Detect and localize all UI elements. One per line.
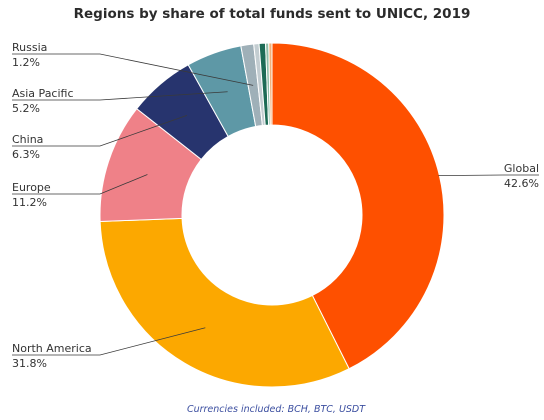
slice-global: [271, 42, 445, 370]
leader-line-russia: [12, 53, 254, 86]
value-label-asia-pacific: 5.2%: [12, 102, 40, 115]
label-asia-pacific: Asia Pacific: [12, 87, 74, 100]
value-label-russia: 1.2%: [12, 56, 40, 69]
leader-line-china: [12, 115, 188, 147]
label-russia: Russia: [12, 41, 47, 54]
label-europe: Europe: [12, 181, 51, 194]
leader-line-global: [438, 174, 539, 177]
leader-line-north-america: [12, 327, 206, 356]
slice-north-america: [99, 217, 350, 388]
value-label-global: 42.6%: [504, 177, 539, 190]
value-label-europe: 11.2%: [12, 196, 47, 209]
donut-slices: [99, 42, 445, 388]
leader-line-europe: [12, 174, 148, 195]
label-china: China: [12, 133, 43, 146]
value-label-north-america: 31.8%: [12, 357, 47, 370]
slice-other-4: [268, 42, 273, 126]
footnote: Currencies included: BCH, BTC, USDT: [187, 404, 366, 415]
leader-line-asia-pacific: [12, 91, 228, 101]
slice-labels: Global 42.6% North America 31.8% Europe 11.2%…: [12, 41, 539, 370]
chart-title: Regions by share of total funds sent to …: [74, 6, 471, 22]
value-label-china: 6.3%: [12, 148, 40, 161]
label-global: Global: [504, 162, 539, 175]
label-north-america: North America: [12, 342, 92, 355]
